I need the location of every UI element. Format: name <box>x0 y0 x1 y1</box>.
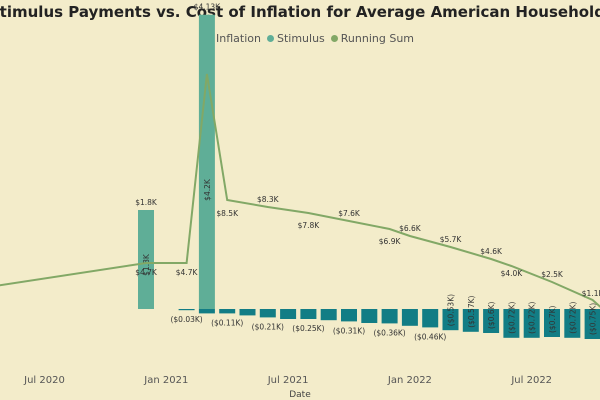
inflation-bar <box>178 309 195 311</box>
running-sum-data-label: $2.5K <box>541 270 564 279</box>
x-axis-title: Date <box>289 390 311 400</box>
inflation-bar <box>341 309 357 322</box>
x-tick-label: Jul 2022 <box>510 375 552 386</box>
running-sum-line <box>0 73 600 308</box>
legend-item-stimulus[interactable]: Stimulus <box>266 32 325 45</box>
running-sum-data-label: $1.1K <box>582 289 600 298</box>
inflation-data-label: ($0.11K) <box>211 318 243 327</box>
x-tick-label: Jul 2020 <box>23 375 65 386</box>
inflation-data-label: ($0.36K) <box>373 328 405 337</box>
inflation-data-label: ($0.21K) <box>252 322 284 331</box>
legend-label-running-sum: Running Sum <box>340 32 415 45</box>
inflation-bar <box>381 309 398 324</box>
running-sum-data-label: $4.0K <box>501 269 524 278</box>
inflation-bar <box>239 309 256 316</box>
inflation-data-label: ($0.6K) <box>487 301 496 329</box>
running-sum-data-label: $4.7K <box>176 268 199 277</box>
inflation-bar <box>523 309 540 338</box>
inflation-bar <box>280 309 297 319</box>
inflation-bar <box>259 309 276 318</box>
legend-swatch-running-sum <box>330 35 338 42</box>
x-tick-label: Jul 2021 <box>267 375 309 386</box>
legend-label-stimulus: Stimulus <box>276 32 325 45</box>
inflation-bar <box>422 309 439 328</box>
stimulus-inner-label: $4.2K <box>203 178 212 201</box>
inflation-bar <box>462 309 479 332</box>
inflation-data-label: ($0.72K) <box>507 301 516 333</box>
running-sum-data-label: $8.3K <box>257 195 280 204</box>
inflation-data-label: ($0.72K) <box>568 301 577 333</box>
inflation-bar <box>483 309 500 333</box>
running-sum-data-label: $7.6K <box>338 209 361 218</box>
stimulus-data-label: $4.13K <box>194 3 221 12</box>
inflation-data-label: ($0.46K) <box>414 332 446 341</box>
legend-swatch-stimulus <box>266 35 274 42</box>
inflation-bar <box>503 309 520 338</box>
x-tick-label: Jan 2021 <box>143 375 188 386</box>
running-sum-data-label: $7.8K <box>298 221 321 230</box>
inflation-bar <box>544 309 560 337</box>
inflation-data-label: ($0.31K) <box>333 326 365 335</box>
running-sum-data-label: $4.7K <box>135 268 158 277</box>
running-sum-data-label: $4.6K <box>480 247 503 256</box>
chart-title: vid Stimulus Payments vs. Cost of Inflat… <box>0 3 600 21</box>
chart-legend: Inflation Stimulus Running Sum <box>206 32 414 45</box>
inflation-bar <box>361 309 378 323</box>
inflation-data-label: ($0.75K) <box>589 303 598 335</box>
inflation-bar <box>401 309 418 326</box>
running-sum-data-label: $8.5K <box>216 209 239 218</box>
stimulus-bar <box>198 14 215 310</box>
running-sum-data-label: $6.9K <box>379 237 402 246</box>
inflation-data-label: ($0.57K) <box>467 295 476 327</box>
inflation-bar <box>198 309 215 314</box>
stimulus-data-label: $1.8K <box>135 198 158 207</box>
stimulus-inner-label: $1.8K <box>142 253 151 276</box>
running-sum-data-label: $5.7K <box>440 235 463 244</box>
inflation-bar <box>320 309 337 321</box>
legend-label-inflation: Inflation <box>216 32 261 45</box>
inflation-bar <box>219 309 236 314</box>
inflation-bar <box>300 309 317 319</box>
stimulus-bar <box>138 210 154 309</box>
inflation-bar <box>564 309 581 338</box>
inflation-data-label: ($0.7K) <box>548 305 557 333</box>
inflation-bar <box>584 309 600 339</box>
inflation-data-label: ($0.53K) <box>447 294 456 326</box>
running-sum-data-label: $6.6K <box>399 224 422 233</box>
inflation-data-label: ($0.72K) <box>528 301 537 333</box>
legend-item-running-sum[interactable]: Running Sum <box>330 32 415 45</box>
inflation-bar <box>442 309 459 331</box>
x-tick-label: Jan 2022 <box>387 375 432 386</box>
inflation-data-label: ($0.25K) <box>292 324 324 333</box>
inflation-data-label: ($0.03K) <box>170 315 202 324</box>
